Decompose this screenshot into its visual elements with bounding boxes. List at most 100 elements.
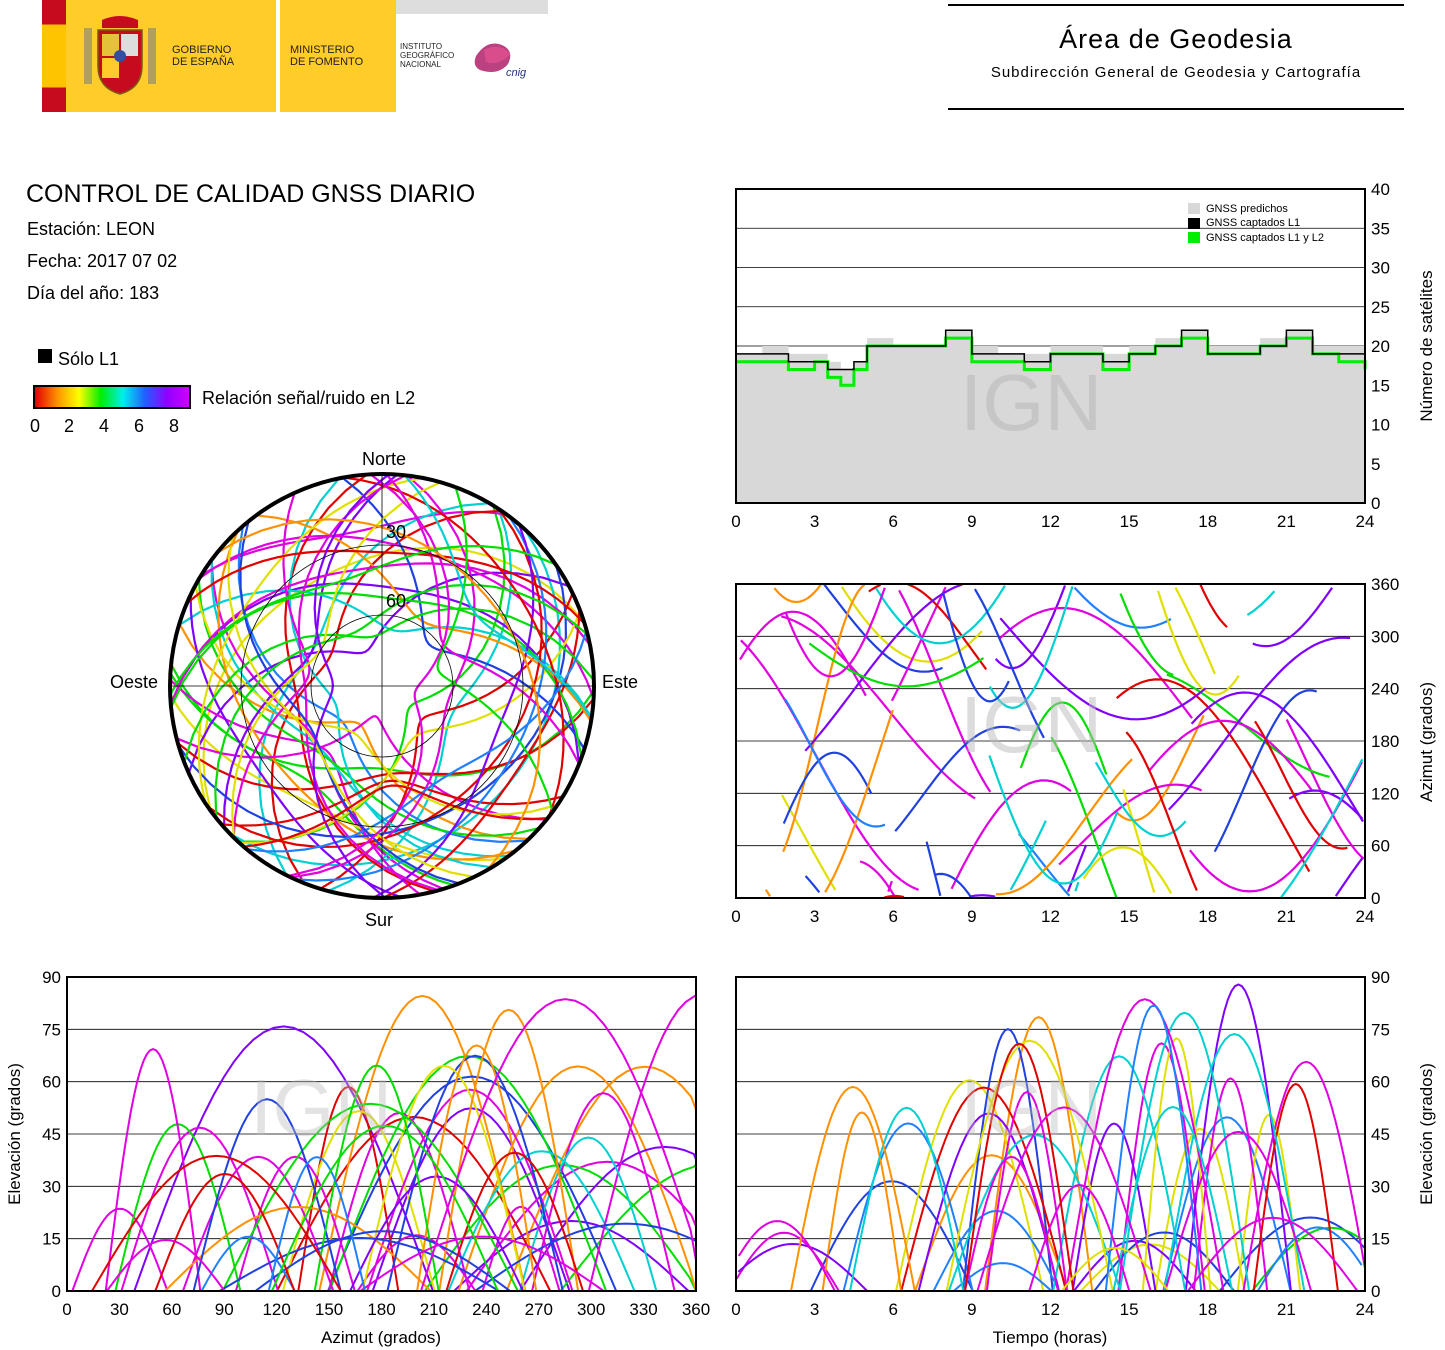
satellite-track <box>176 715 547 821</box>
satellite-track <box>1050 593 1174 898</box>
y-tick-label: 120 <box>1371 784 1399 803</box>
satellite-track <box>875 585 1047 891</box>
x-tick-label: 15 <box>1120 1300 1139 1319</box>
plot-frame <box>735 188 1366 504</box>
satellite-track <box>447 1150 636 1292</box>
y-tick-label: 45 <box>42 1125 61 1144</box>
satellite-track <box>519 1136 658 1292</box>
satellite-track <box>1118 1011 1251 1292</box>
y-tick-label: 240 <box>1371 680 1399 699</box>
satellite-track <box>182 1155 335 1292</box>
satellite-track <box>164 1205 432 1292</box>
satellite-track <box>216 518 542 871</box>
satellite-track <box>894 725 1021 832</box>
x-tick-label: 150 <box>315 1300 343 1319</box>
satellite-track <box>1125 583 1228 891</box>
satellite-track <box>1236 1113 1302 1292</box>
station-label: Estación: LEON <box>27 219 156 239</box>
satellite-track <box>984 1016 1094 1292</box>
x-tick-label: 3 <box>810 512 819 531</box>
satellite-track <box>120 1126 279 1292</box>
satellite-track <box>1019 701 1108 775</box>
y-tick-label: 10 <box>1371 416 1390 435</box>
satellite-track <box>170 582 581 765</box>
satellite-track <box>895 1079 1045 1292</box>
plot-frame <box>66 976 697 1292</box>
snr-tick: 6 <box>134 416 145 436</box>
satellite-track <box>154 1172 296 1292</box>
satellite-track <box>999 617 1207 721</box>
satellite-track <box>231 481 441 838</box>
x-tick-label: 300 <box>577 1300 605 1319</box>
satellite-track <box>312 474 390 898</box>
x-tick-label: 21 <box>1277 907 1296 926</box>
cnig-text: cnig <box>506 67 527 79</box>
x-tick-label: 120 <box>262 1300 290 1319</box>
satellite-track <box>290 474 476 879</box>
satellite-track <box>737 1220 836 1292</box>
x-tick-label: 0 <box>731 907 740 926</box>
satellite-track <box>481 1205 561 1292</box>
satellite-track <box>232 492 311 838</box>
satellites-chart: IGN 0 5 10 15 20 25 30 35 40 0 3 6 9 12 15 18 21 24 GNSS … <box>731 180 1436 531</box>
east-label: Este <box>602 672 638 692</box>
satellite-track <box>297 474 440 892</box>
area-subtitle: Subdirección General de Geodesia y Carto… <box>990 64 1362 81</box>
satellite-track <box>227 535 475 879</box>
satellite-track <box>808 642 985 688</box>
satellite-track <box>790 1085 916 1292</box>
satellite-track <box>221 779 564 827</box>
snr-tick: 4 <box>99 416 110 436</box>
legend-swatch-predicted <box>1188 203 1200 214</box>
satellite-track <box>237 505 506 843</box>
satellite-track <box>221 1102 519 1292</box>
report-title: CONTROL DE CALIDAD GNSS DIARIO <box>26 180 476 208</box>
x-tick-label: 18 <box>1198 512 1217 531</box>
satellite-track <box>104 1048 202 1292</box>
satellite-track <box>246 630 588 853</box>
satellite-track <box>436 486 554 812</box>
satellite-track <box>1288 789 1364 820</box>
satellite-track <box>985 1091 1068 1292</box>
satellite-track <box>1166 673 1330 778</box>
snr-colorbar <box>33 385 191 409</box>
satellite-track <box>1061 1247 1170 1292</box>
south-label: Sur <box>365 910 393 930</box>
satellite-track <box>186 549 586 625</box>
x-tick-label: 0 <box>62 1300 71 1319</box>
north-label: Norte <box>362 449 406 469</box>
satellite-track <box>267 1156 366 1292</box>
y-tick-label: 40 <box>1371 180 1390 199</box>
y-tick-label: 25 <box>1371 298 1390 317</box>
satellite-track <box>1192 1077 1269 1292</box>
satellite-track <box>994 585 1088 892</box>
satellite-track <box>106 1238 226 1292</box>
header-rule-bottom <box>948 108 1404 110</box>
satellite-track <box>341 476 586 750</box>
west-label: Oeste <box>110 672 158 692</box>
y-tick-label: 0 <box>1371 889 1380 908</box>
satellite-track <box>735 1231 840 1292</box>
satellite-track <box>780 615 976 800</box>
header-rule-top <box>948 4 1404 6</box>
y-tick-label: 90 <box>1371 968 1390 987</box>
logo-divider <box>276 0 280 112</box>
satellite-track <box>1148 719 1313 791</box>
x-tick-label: 24 <box>1356 1300 1375 1319</box>
y-tick-label: 180 <box>1371 732 1399 751</box>
satellite-track <box>200 1235 296 1292</box>
y-tick-label: 60 <box>1371 837 1390 856</box>
x-tick-label: 6 <box>889 907 898 926</box>
x-tick-label: 210 <box>420 1300 448 1319</box>
snr-tick: 8 <box>169 416 180 436</box>
azimuth-time-chart: IGN 0 60 120 180 240 300 360 0 3 6 9 12 15 18 21 24 Azi… <box>731 575 1436 926</box>
satellite-track <box>214 583 589 819</box>
satellite-track <box>1242 1060 1366 1292</box>
satellite-track <box>925 592 1010 897</box>
satellite-track <box>170 544 557 696</box>
elevation-time-chart: IGN 0 15 30 45 60 75 90 0 3 6 9 12 15 18 21 24 Tiempo (… <box>731 968 1436 1347</box>
satellite-track <box>183 607 594 763</box>
satellite-track <box>178 623 529 841</box>
satellite-track <box>1082 587 1216 895</box>
y-tick-label: 5 <box>1371 455 1380 474</box>
